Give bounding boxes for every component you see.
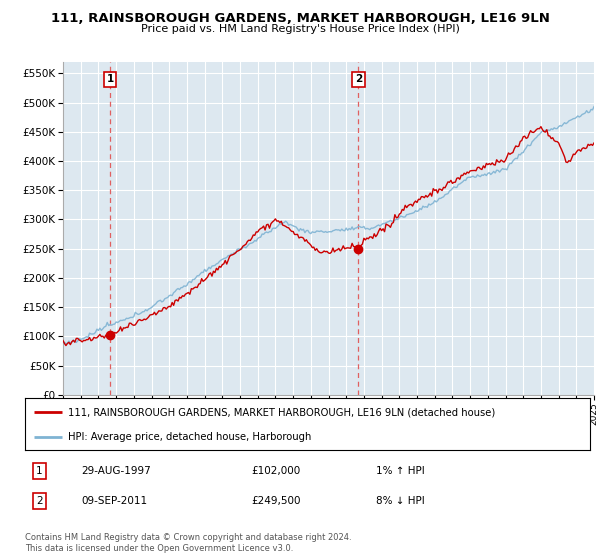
Text: £249,500: £249,500	[251, 496, 301, 506]
Text: Contains HM Land Registry data © Crown copyright and database right 2024.
This d: Contains HM Land Registry data © Crown c…	[25, 533, 352, 553]
Text: Price paid vs. HM Land Registry's House Price Index (HPI): Price paid vs. HM Land Registry's House …	[140, 24, 460, 34]
Text: 2: 2	[36, 496, 43, 506]
Text: 29-AUG-1997: 29-AUG-1997	[82, 466, 151, 476]
Text: 2: 2	[355, 74, 362, 84]
Text: 09-SEP-2011: 09-SEP-2011	[82, 496, 148, 506]
Text: 111, RAINSBOROUGH GARDENS, MARKET HARBOROUGH, LE16 9LN: 111, RAINSBOROUGH GARDENS, MARKET HARBOR…	[50, 12, 550, 25]
Text: 111, RAINSBOROUGH GARDENS, MARKET HARBOROUGH, LE16 9LN (detached house): 111, RAINSBOROUGH GARDENS, MARKET HARBOR…	[68, 407, 495, 417]
Text: 1: 1	[106, 74, 114, 84]
Text: 1% ↑ HPI: 1% ↑ HPI	[376, 466, 424, 476]
Text: £102,000: £102,000	[251, 466, 301, 476]
Text: HPI: Average price, detached house, Harborough: HPI: Average price, detached house, Harb…	[68, 432, 311, 442]
Text: 1: 1	[36, 466, 43, 476]
Text: 8% ↓ HPI: 8% ↓ HPI	[376, 496, 424, 506]
